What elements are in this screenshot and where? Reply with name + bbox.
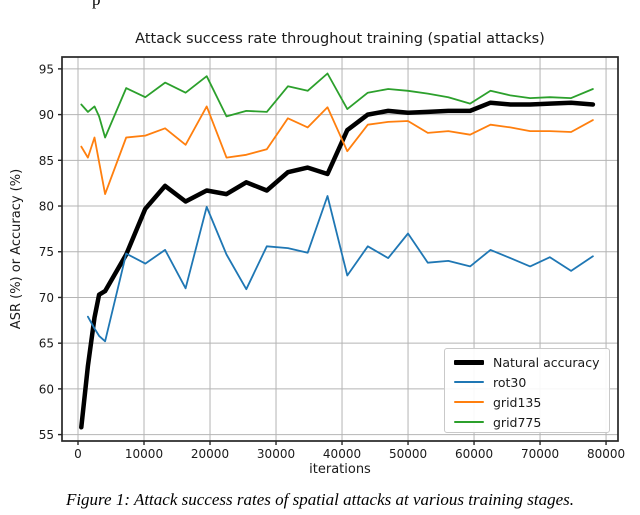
legend-line-sample: [454, 359, 484, 365]
legend-label: grid775: [493, 414, 542, 430]
legend-label: rot30: [493, 374, 527, 390]
x-tick-label: 0: [74, 447, 82, 461]
y-axis-label: ASR (%) or Accuracy (%): [9, 168, 24, 330]
plot-border: [61, 56, 619, 442]
series-line-rot30: [87, 195, 594, 343]
x-tick-label: 10000: [125, 447, 163, 461]
x-tick-label: 50000: [389, 447, 427, 461]
legend-label: Natural accuracy: [493, 354, 600, 370]
x-tick-label: 70000: [521, 447, 559, 461]
chart-legend: Natural accuracy rot30 grid135 grid775: [444, 348, 610, 433]
y-tick-label: 75: [39, 245, 54, 259]
y-tick-label: 90: [39, 108, 54, 122]
x-tick-label: 30000: [257, 447, 295, 461]
legend-entry-grid135: grid135: [454, 392, 609, 412]
series-line-grid135: [80, 105, 594, 196]
x-tick-label: 40000: [323, 447, 361, 461]
x-tick-label: 80000: [587, 447, 625, 461]
legend-label: grid135: [493, 394, 542, 410]
series-line-grid775: [80, 72, 594, 139]
y-tick-label: 95: [39, 62, 54, 76]
x-tick-label: 20000: [191, 447, 229, 461]
y-tick-label: 85: [39, 154, 54, 168]
line-chart: 0 10000 20000 30000 40000 50000 60000 70000 8000…: [39, 56, 625, 461]
legend-entry-rot30: rot30: [454, 372, 609, 392]
cropped-text-fragment: p: [92, 0, 101, 10]
figure-caption: Figure 1: Attack success rates of spatia…: [65, 490, 575, 509]
y-tick-label: 65: [39, 337, 54, 351]
legend-line-sample: [454, 381, 484, 383]
legend-line-sample: [454, 421, 484, 423]
x-tick-label: 60000: [455, 447, 493, 461]
chart-title: Attack success rate throughout training …: [135, 31, 545, 47]
x-axis-label: iterations: [309, 462, 371, 477]
y-tick-label: 60: [39, 382, 54, 396]
legend-entry-grid775: grid775: [454, 412, 609, 432]
legend-entry-natural-accuracy: Natural accuracy: [454, 352, 609, 372]
legend-line-sample: [454, 401, 484, 403]
y-tick-label: 70: [39, 291, 54, 305]
series-line-natural-accuracy: [79, 100, 596, 430]
y-tick-label: 55: [39, 428, 54, 442]
y-tick-label: 80: [39, 200, 54, 214]
